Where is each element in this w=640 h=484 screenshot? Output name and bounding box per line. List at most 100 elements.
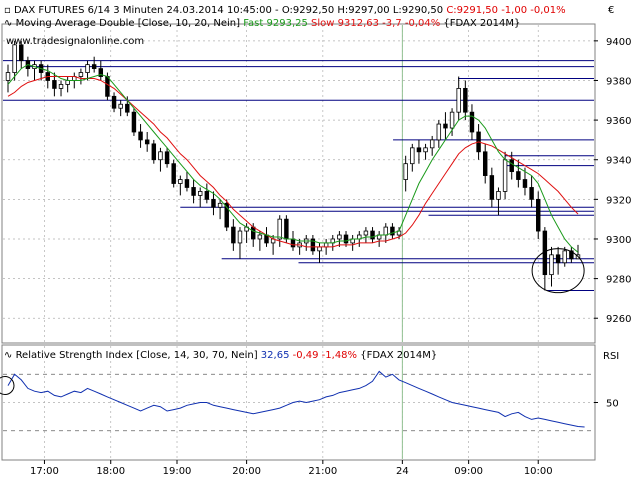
candle-body xyxy=(98,68,104,77)
candle-body xyxy=(310,238,316,252)
candle-body xyxy=(482,151,488,176)
candle-body xyxy=(171,163,176,184)
candle-body xyxy=(496,191,501,200)
candle-body xyxy=(164,151,170,165)
candle-body xyxy=(85,64,90,73)
candle-body xyxy=(118,103,123,109)
candle-body xyxy=(224,202,229,228)
candle-body xyxy=(403,163,408,180)
candle-body xyxy=(138,131,143,141)
time-axis: 17:00 18:00 19:00 20:00 21:00 24 09:00 10:00 xyxy=(30,460,553,477)
annotations xyxy=(531,248,585,294)
candle-body xyxy=(555,254,561,264)
candle-body xyxy=(5,72,11,81)
rsi-prefix: Relative Strength Index [Close, 14, 30, … xyxy=(16,350,261,361)
price-tick-label: 9360 xyxy=(606,116,631,127)
fast-ma-line xyxy=(7,64,579,253)
rsi-tick-label: 50 xyxy=(606,399,619,410)
candle-body xyxy=(290,238,296,248)
candle-body xyxy=(58,84,64,89)
rsi-start-marker xyxy=(0,376,15,396)
candle-body xyxy=(105,76,110,97)
candle-body xyxy=(78,72,84,77)
candle-body xyxy=(91,64,97,69)
candle-body xyxy=(237,230,243,244)
candle-body xyxy=(529,187,534,200)
candle-body xyxy=(251,226,256,240)
candle-body xyxy=(489,175,495,200)
candle-body xyxy=(509,159,514,173)
candle-body xyxy=(370,230,375,240)
candle-body xyxy=(217,202,223,208)
price-grid xyxy=(3,25,594,342)
candle-body xyxy=(317,246,322,252)
candle-body xyxy=(52,80,57,89)
rsi-axis-title: RSI xyxy=(603,351,619,362)
header-line-2: ∿ Moving Average Double [Close, 10, 20, … xyxy=(4,18,520,29)
candle-body xyxy=(429,139,435,149)
candle-body xyxy=(277,218,282,240)
header-line-1: ▫ DAX FUTURES 6/14 3 Minuten 24.03.2014 … xyxy=(4,5,566,16)
candle-body xyxy=(12,44,17,73)
candle-body xyxy=(569,250,574,260)
candle-body xyxy=(443,123,448,129)
candle-body xyxy=(337,234,342,240)
candle-body xyxy=(516,171,521,180)
rsi-change-label: -0,49 -1,48% xyxy=(289,350,360,361)
price-tick-label: 9400 xyxy=(606,37,631,48)
price-panel-frame xyxy=(1,23,596,344)
candle-body xyxy=(131,111,137,133)
rsi-header: ∿ Relative Strength Index [Close, 14, 30… xyxy=(4,350,437,361)
price-tick-label: 9320 xyxy=(606,195,631,206)
candle-body xyxy=(144,139,150,145)
slow-ma-line xyxy=(7,76,579,248)
header-square-icon: ▫ xyxy=(4,5,14,16)
price-tick-label: 9340 xyxy=(606,156,631,167)
candle-body xyxy=(390,226,395,236)
annotation-circle xyxy=(531,248,585,294)
candle-body xyxy=(191,187,196,196)
candle-body xyxy=(536,198,541,232)
candle-body xyxy=(343,234,349,244)
time-tick-label: 18:00 xyxy=(96,466,125,477)
candle-body xyxy=(65,80,70,85)
candle-body xyxy=(469,111,475,133)
candle-body xyxy=(463,88,468,113)
time-tick-label: 20:00 xyxy=(232,466,261,477)
candle-body xyxy=(178,179,183,184)
price-tick-label: 9260 xyxy=(606,314,631,325)
support-resistance-lines xyxy=(3,60,594,291)
rsi-icon: ∿ xyxy=(4,350,16,361)
price-tick-label: 9300 xyxy=(606,235,631,246)
candle-body xyxy=(410,147,415,165)
candle-body xyxy=(204,191,210,200)
price-tick-label: 9280 xyxy=(606,275,631,286)
candle-body xyxy=(158,151,163,161)
ma-fast-label: Fast 9293,25 xyxy=(243,18,308,29)
candle-body xyxy=(449,111,455,129)
candle-body xyxy=(436,123,442,141)
time-tick-label: 10:00 xyxy=(524,466,553,477)
time-tick-label: 17:00 xyxy=(30,466,59,477)
time-tick-label: 24 xyxy=(396,466,409,477)
candle-body xyxy=(197,191,203,196)
moving-averages xyxy=(7,64,579,253)
ma-icon: ∿ xyxy=(4,18,16,29)
ma-slow-label: Slow 9312,63 -3,7 -0,04% xyxy=(311,18,440,29)
rsi-line xyxy=(7,370,585,428)
currency-symbol: € xyxy=(608,5,614,16)
candle-body xyxy=(257,234,263,240)
candle-body xyxy=(125,103,130,113)
candle-body xyxy=(423,147,428,153)
candle-body xyxy=(284,218,289,240)
candle-body xyxy=(502,159,508,192)
candle-body xyxy=(549,254,554,276)
candle-body xyxy=(19,44,24,62)
ma-prefix: Moving Average Double [Close, 10, 20, Ne… xyxy=(16,18,244,29)
rsi-series-group xyxy=(0,370,585,428)
website-label: www.tradesignalonline.com xyxy=(6,36,144,47)
time-tick-label: 21:00 xyxy=(308,466,337,477)
header-main-prefix: DAX FUTURES 6/14 3 Minuten 24.03.2014 10… xyxy=(14,5,446,16)
